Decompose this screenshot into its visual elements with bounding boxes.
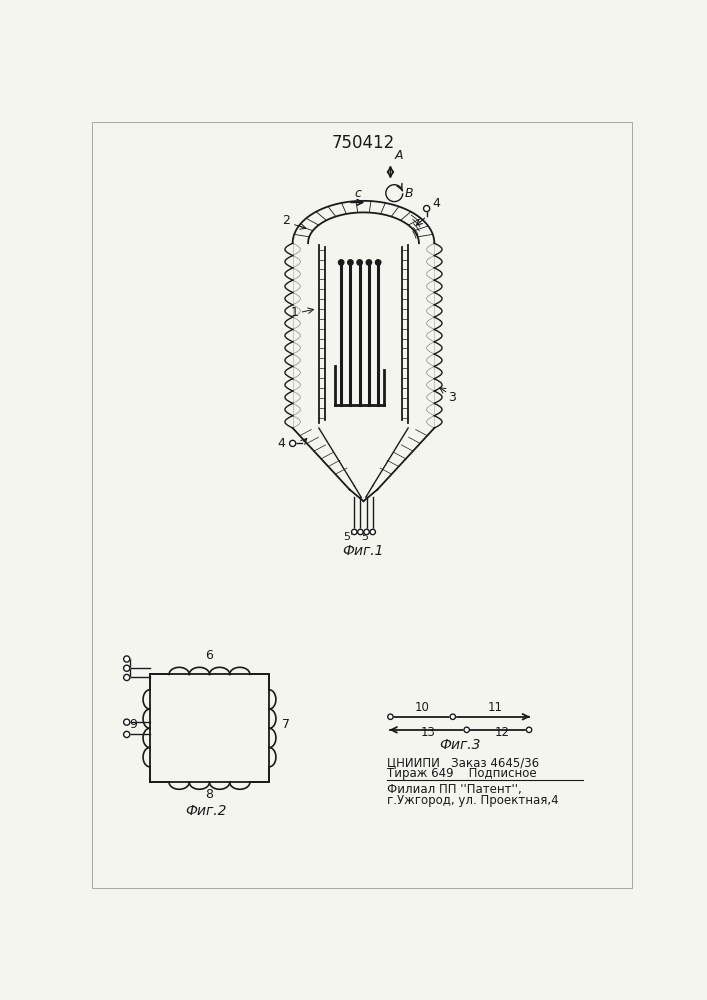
Text: 7: 7 xyxy=(282,718,290,731)
Text: Тираж 649    Подписное: Тираж 649 Подписное xyxy=(387,767,536,780)
Circle shape xyxy=(124,731,130,738)
Text: c: c xyxy=(355,187,361,200)
Circle shape xyxy=(464,727,469,733)
Circle shape xyxy=(423,205,430,212)
Text: 1: 1 xyxy=(291,306,298,319)
Text: 4: 4 xyxy=(433,197,440,210)
Circle shape xyxy=(124,674,130,681)
Text: Фиг.2: Фиг.2 xyxy=(185,804,226,818)
Circle shape xyxy=(124,719,130,725)
Text: 11: 11 xyxy=(487,701,502,714)
Circle shape xyxy=(339,260,344,265)
Text: 4: 4 xyxy=(277,437,285,450)
Text: г.Ужгород, ул. Проектная,4: г.Ужгород, ул. Проектная,4 xyxy=(387,794,559,807)
Circle shape xyxy=(357,260,362,265)
Text: 5: 5 xyxy=(361,532,368,542)
Text: 8: 8 xyxy=(206,788,214,801)
Text: 10: 10 xyxy=(414,701,429,714)
Circle shape xyxy=(366,260,372,265)
Text: 12: 12 xyxy=(494,726,509,739)
Circle shape xyxy=(290,440,296,446)
Bar xyxy=(150,674,269,782)
Circle shape xyxy=(526,727,532,733)
Text: 6: 6 xyxy=(206,649,214,662)
Circle shape xyxy=(358,529,363,535)
Circle shape xyxy=(348,260,353,265)
Text: 750412: 750412 xyxy=(332,134,395,152)
Circle shape xyxy=(370,529,375,535)
Text: ЦНИИПИ   Заказ 4645/36: ЦНИИПИ Заказ 4645/36 xyxy=(387,756,539,769)
Text: B: B xyxy=(404,187,413,200)
Text: 9: 9 xyxy=(129,718,137,731)
Circle shape xyxy=(124,665,130,671)
Text: 3: 3 xyxy=(448,391,456,404)
Text: 13: 13 xyxy=(421,726,436,739)
Circle shape xyxy=(351,529,357,535)
Circle shape xyxy=(124,656,130,662)
Circle shape xyxy=(387,714,393,719)
Text: Филиал ПП ''Патент'',: Филиал ПП ''Патент'', xyxy=(387,783,521,796)
Text: Фиг.3: Фиг.3 xyxy=(439,738,481,752)
Text: 5': 5' xyxy=(343,532,354,542)
Circle shape xyxy=(364,529,369,535)
Circle shape xyxy=(450,714,455,719)
Text: Фиг.1: Фиг.1 xyxy=(343,544,384,558)
Text: 2: 2 xyxy=(283,214,291,227)
Circle shape xyxy=(375,260,381,265)
Text: A: A xyxy=(395,149,403,162)
